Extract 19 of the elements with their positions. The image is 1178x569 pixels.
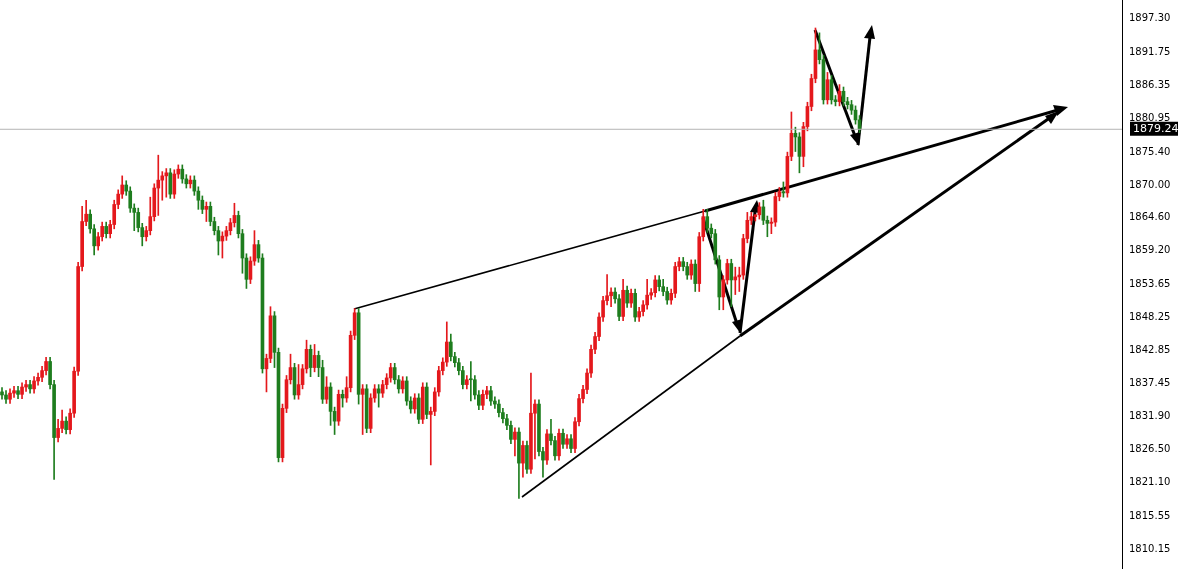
y-tick-label: 1897.30: [1129, 12, 1171, 24]
y-tick-label: 1826.50: [1129, 443, 1171, 455]
y-tick-label: 1864.60: [1129, 211, 1171, 223]
y-tick-label: 1848.25: [1129, 310, 1171, 322]
y-tick-label: 1837.45: [1129, 376, 1171, 388]
y-tick-label: 1831.90: [1129, 410, 1171, 422]
y-tick-label: 1859.20: [1129, 244, 1171, 256]
y-tick-label: 1821.10: [1129, 476, 1171, 488]
y-tick-label: 1842.85: [1129, 343, 1171, 355]
candlestick: [469, 361, 473, 402]
y-tick-label: 1815.55: [1129, 509, 1171, 521]
y-tick-label: 1810.15: [1129, 542, 1171, 554]
y-tick-label: 1875.40: [1129, 145, 1171, 157]
y-tick-label: 1870.00: [1129, 178, 1171, 190]
y-tick-label: 1853.65: [1129, 278, 1171, 290]
ref-line-label: 1879.24: [1133, 121, 1178, 135]
y-tick-label: 1891.75: [1129, 46, 1171, 58]
y-tick-label: 1886.35: [1129, 79, 1171, 91]
y-tick-label: 1880.95: [1129, 111, 1171, 123]
